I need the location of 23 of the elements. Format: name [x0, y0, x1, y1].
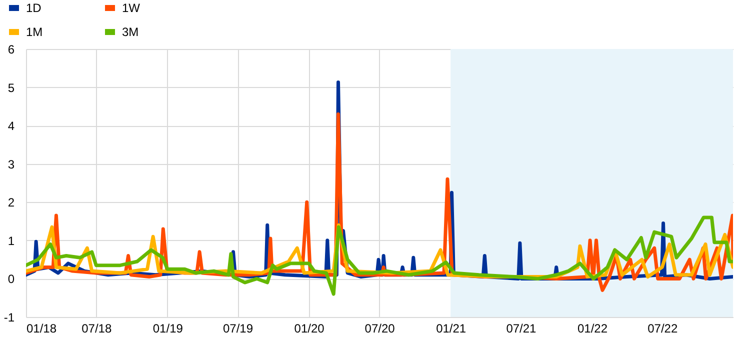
y-tick-label: 2	[8, 196, 15, 210]
x-tick-label: 01/22	[577, 322, 608, 336]
y-tick-label: 6	[8, 42, 15, 56]
y-tick-label: 5	[8, 80, 15, 95]
x-tick-label: 01/20	[294, 322, 325, 336]
x-tick-label: 01/18	[26, 322, 57, 336]
y-tick-label: 1	[8, 234, 15, 248]
line-series	[26, 216, 733, 296]
y-tick-label: -1	[4, 310, 15, 324]
x-tick-label: 07/22	[648, 322, 678, 336]
x-tick-label: 07/19	[223, 322, 254, 336]
x-tick-label: 07/18	[82, 322, 112, 336]
y-tick-label: 4	[8, 119, 15, 134]
x-tick-label: 07/20	[364, 322, 396, 336]
x-tick-label: 01/19	[152, 322, 184, 336]
legend-label: 1M	[26, 25, 43, 39]
x-tick-label: 07/21	[506, 322, 537, 336]
legend-label: 1D	[26, 1, 42, 15]
y-tick-label: 0	[8, 272, 15, 286]
legend-label: 1W	[122, 1, 141, 15]
y-tick-label: 3	[8, 157, 15, 172]
legend-label: 3M	[122, 25, 139, 39]
x-tick-label: 01/21	[436, 322, 466, 336]
